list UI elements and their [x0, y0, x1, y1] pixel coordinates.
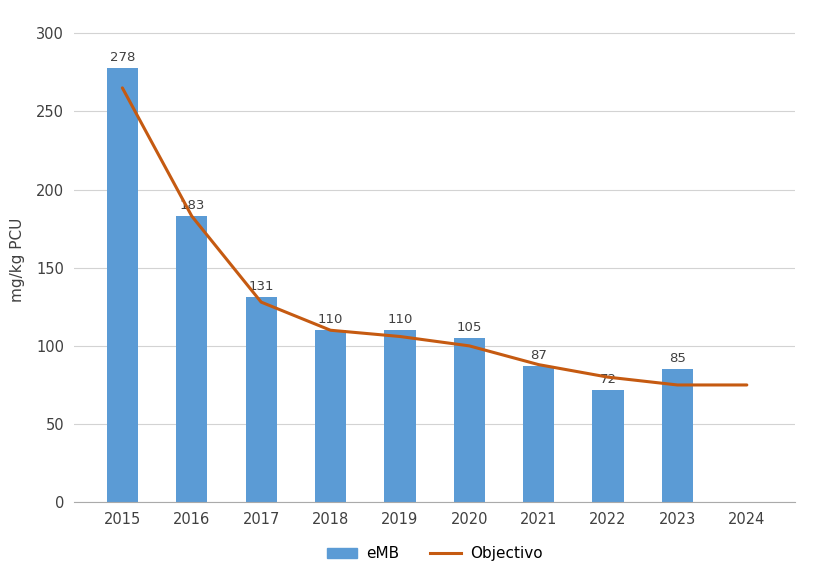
Bar: [384, 330, 415, 502]
Y-axis label: mg/kg PCU: mg/kg PCU: [10, 218, 25, 302]
Text: 131: 131: [248, 280, 274, 294]
Bar: [314, 330, 346, 502]
Bar: [176, 216, 207, 502]
Bar: [453, 338, 484, 502]
Bar: [523, 366, 554, 502]
Bar: [592, 390, 623, 502]
Bar: [661, 369, 692, 502]
Legend: eMB, Objectivo: eMB, Objectivo: [320, 540, 548, 567]
Text: 87: 87: [530, 349, 546, 362]
Bar: [106, 68, 138, 502]
Text: 110: 110: [387, 314, 412, 326]
Text: 110: 110: [318, 314, 343, 326]
Text: 105: 105: [456, 321, 482, 334]
Text: 278: 278: [110, 51, 135, 64]
Text: 183: 183: [179, 199, 204, 212]
Text: 85: 85: [668, 352, 685, 366]
Bar: [245, 297, 277, 502]
Text: 72: 72: [599, 373, 616, 386]
